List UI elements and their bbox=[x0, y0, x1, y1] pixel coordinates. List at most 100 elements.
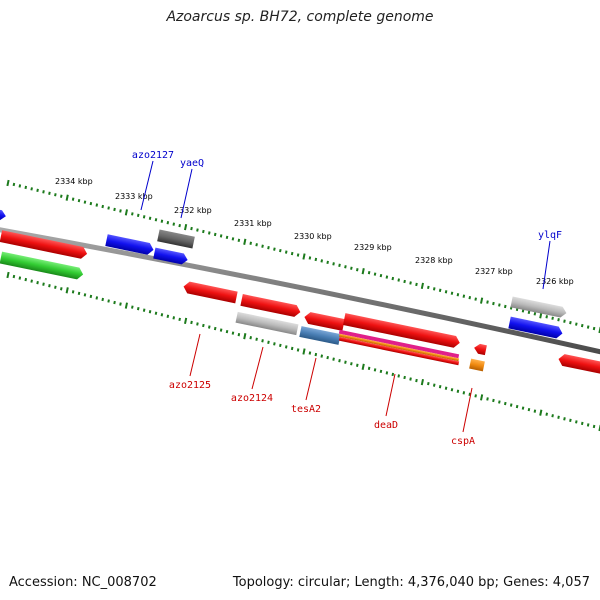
scale-major-tick bbox=[420, 282, 424, 290]
scale-minor-tick bbox=[279, 343, 282, 348]
scale-minor-tick bbox=[18, 276, 22, 280]
scale-major-tick bbox=[539, 312, 543, 319]
scale-minor-tick bbox=[391, 276, 395, 281]
scale-major-tick bbox=[598, 424, 600, 432]
gene-label-azo2124: azo2124 bbox=[231, 393, 273, 404]
gene-feature-blue bbox=[508, 316, 563, 339]
scale-tick-label: 2329 kbp bbox=[354, 243, 392, 252]
scale-minor-tick bbox=[273, 342, 276, 346]
scale-minor-tick bbox=[107, 206, 110, 210]
scale-minor-tick bbox=[397, 278, 401, 282]
scale-minor-tick bbox=[249, 241, 253, 245]
scale-minor-tick bbox=[474, 394, 477, 398]
scale-minor-tick bbox=[438, 288, 442, 292]
scale-minor-tick bbox=[592, 424, 596, 429]
scale-minor-tick bbox=[592, 326, 596, 331]
scale-minor-tick bbox=[344, 360, 347, 364]
scale-minor-tick bbox=[391, 372, 395, 377]
scale-minor-tick bbox=[379, 273, 383, 278]
scale-minor-tick bbox=[332, 357, 335, 361]
scale-tick-label: 2334 kbp bbox=[55, 177, 93, 186]
scale-minor-tick bbox=[190, 320, 193, 325]
scale-minor-tick bbox=[148, 310, 152, 314]
scale-minor-tick bbox=[533, 409, 537, 413]
scale-tick-labels: 2334 kbp 2333 kbp 2332 kbp 2331 kbp 2330 kbp… bbox=[55, 177, 574, 286]
scale-minor-tick bbox=[18, 184, 22, 188]
scale-minor-tick bbox=[172, 222, 176, 226]
scale-minor-tick bbox=[296, 348, 300, 352]
scale-minor-tick bbox=[444, 386, 448, 390]
scale-minor-tick bbox=[119, 209, 122, 213]
scale-minor-tick bbox=[48, 284, 51, 288]
scale-minor-tick bbox=[427, 381, 430, 386]
scale-minor-tick bbox=[95, 203, 99, 207]
scale-minor-tick bbox=[498, 303, 501, 307]
scale-major-tick bbox=[302, 348, 306, 355]
scale-minor-tick bbox=[403, 375, 406, 380]
gene-feature-red bbox=[0, 230, 88, 259]
gene-feature-green bbox=[0, 251, 84, 280]
scale-minor-tick bbox=[569, 320, 572, 325]
accession-text: Accession: NC_008702 bbox=[9, 575, 157, 590]
scale-minor-tick bbox=[284, 345, 288, 349]
scale-minor-tick bbox=[279, 248, 282, 253]
scale-minor-tick bbox=[30, 279, 33, 283]
scale-minor-tick bbox=[444, 290, 448, 294]
gene-feature-blue bbox=[153, 247, 188, 265]
scale-tick-label: 2332 kbp bbox=[174, 206, 212, 215]
scale-minor-tick bbox=[456, 389, 460, 393]
gene-feature-darkgrey bbox=[157, 229, 195, 249]
scale-tick-label: 2330 kbp bbox=[294, 232, 332, 241]
scale-minor-tick bbox=[527, 310, 531, 315]
scale-minor-tick bbox=[290, 251, 294, 256]
genome-summary-text: Topology: circular; Length: 4,376,040 bp… bbox=[232, 575, 590, 590]
scale-minor-tick bbox=[196, 228, 199, 232]
scale-minor-tick bbox=[225, 235, 229, 240]
scale-major-tick bbox=[65, 287, 69, 294]
leader-line-tesA2 bbox=[305, 357, 317, 401]
scale-minor-tick bbox=[267, 246, 270, 250]
scale-minor-tick bbox=[492, 301, 495, 306]
scale-minor-tick bbox=[521, 309, 525, 313]
gene-label-cspA: cspA bbox=[451, 436, 475, 447]
scale-minor-tick bbox=[178, 317, 181, 322]
scale-minor-tick bbox=[403, 279, 406, 284]
gene-feature-magenta bbox=[338, 329, 460, 359]
scale-minor-tick bbox=[83, 200, 87, 204]
scale-major-tick bbox=[480, 394, 484, 401]
scale-minor-tick bbox=[308, 351, 312, 355]
scale-minor-tick bbox=[225, 329, 229, 334]
scale-minor-tick bbox=[397, 374, 401, 378]
backbone-line bbox=[0, 227, 600, 355]
scale-minor-tick bbox=[503, 401, 507, 406]
scale-minor-tick bbox=[533, 312, 537, 316]
scale-minor-tick bbox=[332, 262, 335, 266]
gene-feature-red bbox=[183, 281, 238, 304]
gene-label-yaeQ: yaeQ bbox=[180, 158, 204, 169]
scale-minor-tick bbox=[231, 331, 235, 335]
scale-major-tick bbox=[124, 209, 128, 216]
genome-backbone bbox=[0, 227, 600, 355]
scale-minor-tick bbox=[563, 417, 566, 421]
scale-minor-tick bbox=[462, 391, 466, 395]
scale-tick-label: 2331 kbp bbox=[234, 219, 272, 228]
scale-minor-tick bbox=[255, 337, 258, 341]
gene-feature-red bbox=[304, 312, 345, 331]
scale-minor-tick bbox=[148, 216, 152, 220]
scale-minor-tick bbox=[77, 198, 81, 203]
scale-minor-tick bbox=[12, 274, 16, 279]
leader-line-ylqF bbox=[542, 240, 551, 290]
scale-minor-tick bbox=[545, 412, 549, 416]
scale-minor-tick bbox=[36, 188, 39, 193]
scale-minor-tick bbox=[71, 290, 75, 294]
scale-minor-tick bbox=[237, 332, 241, 337]
scale-major-tick bbox=[124, 302, 128, 309]
scale-minor-tick bbox=[54, 285, 57, 289]
leader-line-azo2127 bbox=[140, 160, 154, 211]
gene-feature-red bbox=[558, 354, 600, 375]
scale-minor-tick bbox=[367, 366, 371, 371]
scale-minor-tick bbox=[160, 313, 164, 317]
scale-minor-tick bbox=[367, 270, 371, 275]
scale-minor-tick bbox=[154, 218, 158, 222]
